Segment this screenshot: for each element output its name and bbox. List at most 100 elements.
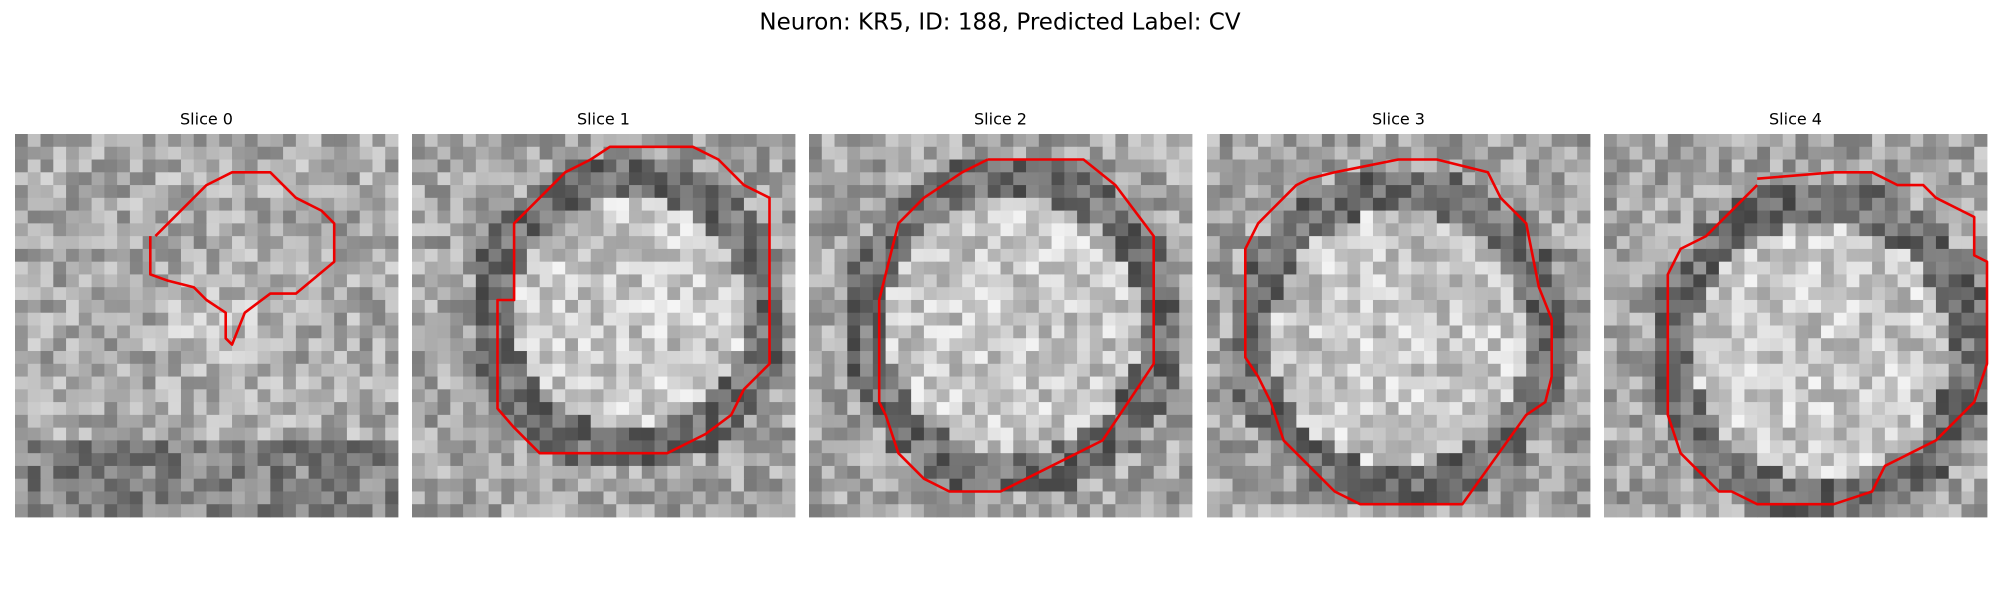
pixel xyxy=(872,223,886,237)
pixel xyxy=(1923,312,1937,326)
pixel xyxy=(27,351,41,365)
pixel xyxy=(987,274,1001,288)
pixel xyxy=(756,427,770,441)
pixel xyxy=(66,172,80,186)
pixel xyxy=(1309,210,1323,224)
pixel xyxy=(1833,146,1847,160)
pixel xyxy=(1115,389,1129,403)
pixel xyxy=(232,478,246,492)
pixel xyxy=(680,453,694,467)
pixel xyxy=(1385,274,1399,288)
pixel xyxy=(437,453,451,467)
pixel xyxy=(1232,172,1246,186)
pixel xyxy=(129,299,144,314)
pixel xyxy=(872,440,886,454)
pixel xyxy=(53,248,67,263)
pixel xyxy=(1153,376,1167,390)
pixel xyxy=(295,402,310,416)
pixel xyxy=(1769,478,1784,492)
pixel xyxy=(1026,159,1040,173)
pixel xyxy=(412,197,426,211)
pixel xyxy=(590,351,604,365)
pixel xyxy=(1642,287,1656,301)
pixel xyxy=(603,491,617,505)
pixel xyxy=(1500,287,1514,301)
pixel xyxy=(756,299,770,314)
pixel xyxy=(590,134,604,148)
pixel xyxy=(1283,287,1297,301)
pixel xyxy=(15,363,29,377)
pixel xyxy=(821,440,835,454)
pixel xyxy=(463,261,477,275)
pixel xyxy=(1757,427,1771,441)
pixel xyxy=(1859,274,1873,288)
pixel xyxy=(1604,261,1618,275)
pixel xyxy=(1258,185,1272,199)
pixel xyxy=(936,491,950,505)
pixel xyxy=(1782,504,1796,518)
pixel xyxy=(1935,325,1950,339)
pixel xyxy=(1166,478,1180,492)
pixel xyxy=(756,491,770,505)
pixel xyxy=(629,248,643,263)
pixel xyxy=(1513,185,1527,199)
pixel xyxy=(1974,351,1988,365)
pixel xyxy=(590,414,604,429)
pixel xyxy=(847,223,861,237)
pixel xyxy=(1398,376,1412,390)
pixel xyxy=(1897,210,1911,224)
pixel xyxy=(743,134,758,148)
pixel xyxy=(962,287,976,301)
pixel xyxy=(565,402,579,416)
pixel xyxy=(1948,159,1962,173)
pixel xyxy=(1693,197,1707,211)
pixel xyxy=(885,274,899,288)
pixel xyxy=(385,312,399,326)
pixel xyxy=(885,185,899,199)
pixel xyxy=(898,197,912,211)
pixel xyxy=(206,504,220,518)
pixel xyxy=(1577,146,1591,160)
pixel xyxy=(283,440,297,454)
pixel xyxy=(898,351,912,365)
pixel xyxy=(898,491,912,505)
pixel xyxy=(1411,248,1425,263)
pixel xyxy=(911,478,925,492)
pixel xyxy=(463,299,477,314)
pixel xyxy=(782,478,796,492)
pixel xyxy=(1360,414,1374,429)
pixel xyxy=(1629,287,1643,301)
pixel xyxy=(244,287,258,301)
pixel xyxy=(15,414,29,429)
pixel xyxy=(1564,351,1578,365)
pixel xyxy=(1833,185,1847,199)
pixel xyxy=(1859,248,1873,263)
pixel xyxy=(680,236,694,250)
pixel xyxy=(53,402,67,416)
pixel xyxy=(501,338,515,352)
pixel xyxy=(129,274,144,288)
pixel xyxy=(1935,363,1950,377)
pixel xyxy=(1000,261,1014,275)
pixel xyxy=(1680,427,1694,441)
pixel xyxy=(1283,465,1297,480)
pixel xyxy=(731,236,745,250)
pixel xyxy=(142,223,156,237)
pixel xyxy=(270,351,284,365)
pixel xyxy=(270,210,284,224)
pixel xyxy=(1680,478,1694,492)
pixel xyxy=(1309,402,1323,416)
pixel xyxy=(424,197,438,211)
pixel xyxy=(911,427,925,441)
pixel xyxy=(629,159,643,173)
pixel xyxy=(1475,389,1489,403)
pixel xyxy=(1140,491,1155,505)
pixel xyxy=(475,172,489,186)
pixel xyxy=(501,223,515,237)
pixel xyxy=(552,134,566,148)
pixel xyxy=(385,159,399,173)
pixel xyxy=(1884,478,1899,492)
pixel xyxy=(1089,491,1104,505)
pixel xyxy=(987,427,1001,441)
pixel xyxy=(1207,351,1221,365)
